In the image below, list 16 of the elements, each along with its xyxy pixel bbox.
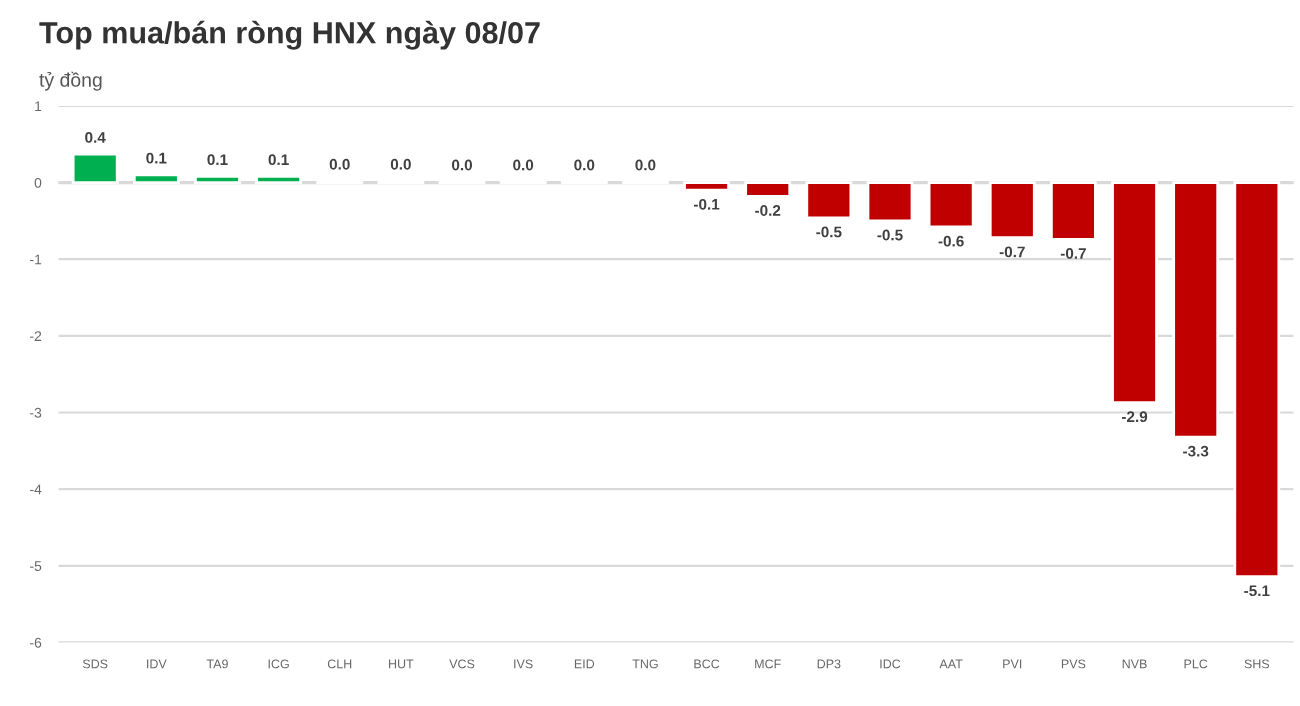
bar bbox=[744, 181, 792, 198]
bar bbox=[866, 181, 914, 223]
bar bbox=[1111, 181, 1158, 404]
chart-title: Top mua/bán ròng HNX ngày 08/07 bbox=[39, 20, 540, 50]
bar bbox=[255, 175, 302, 184]
chart-subtitle: tỷ đồng bbox=[39, 71, 102, 91]
bar bbox=[71, 152, 119, 184]
bar bbox=[683, 181, 730, 192]
bar bbox=[132, 173, 180, 184]
bar bbox=[194, 175, 241, 184]
bar bbox=[805, 181, 853, 220]
bar bbox=[1233, 181, 1281, 578]
bar bbox=[1172, 181, 1220, 439]
bar bbox=[1050, 181, 1097, 241]
bar bbox=[927, 181, 975, 229]
bar bbox=[988, 181, 1036, 240]
